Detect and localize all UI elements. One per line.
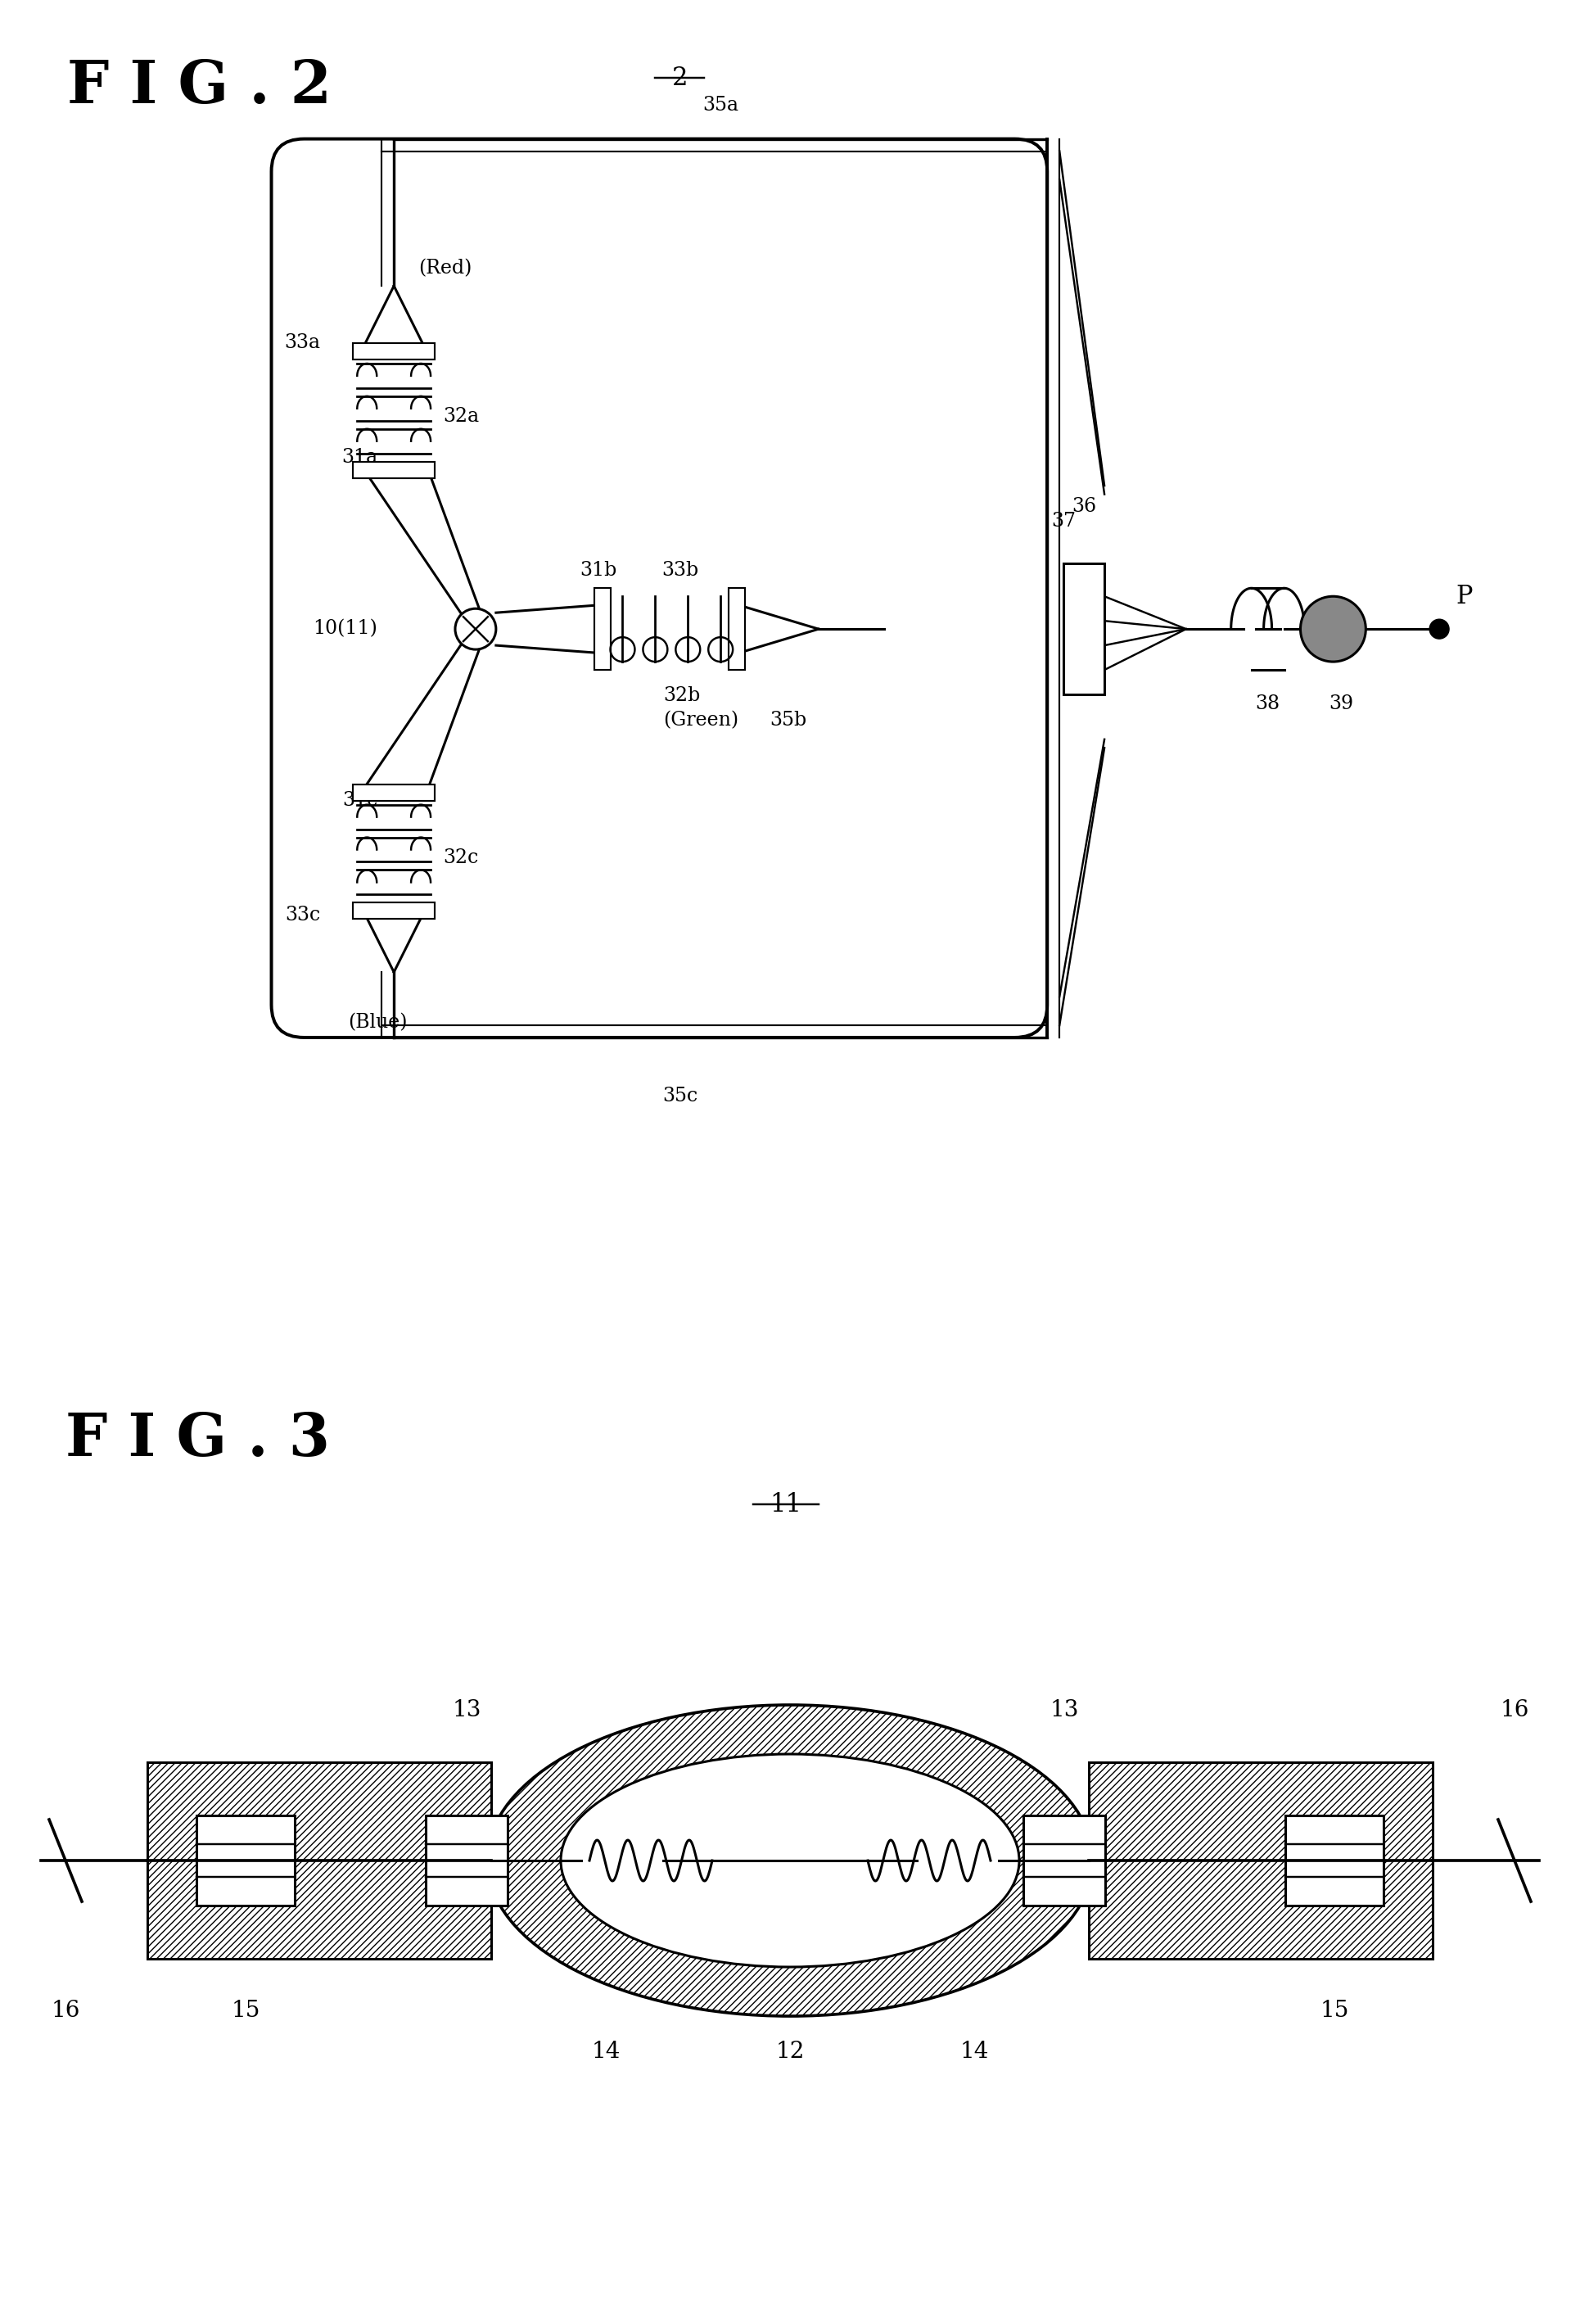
Text: 32a: 32a	[442, 407, 479, 425]
Text: 36: 36	[1071, 497, 1097, 516]
Text: 33c: 33c	[284, 906, 321, 925]
Text: 14: 14	[959, 2040, 989, 2064]
Text: F I G . 3: F I G . 3	[65, 1411, 330, 1469]
Text: 35c: 35c	[662, 1088, 697, 1106]
Text: 15: 15	[1319, 1999, 1349, 2022]
Text: 13: 13	[1049, 1699, 1079, 1722]
Circle shape	[1300, 597, 1365, 662]
Bar	[352, 783, 434, 799]
Text: 31a: 31a	[341, 449, 378, 467]
Text: 32c: 32c	[442, 848, 479, 867]
Text: 16: 16	[1499, 1699, 1529, 1722]
Text: 11: 11	[769, 1492, 803, 1518]
Text: (Blue): (Blue)	[348, 1013, 408, 1032]
Text: 39: 39	[1329, 695, 1354, 713]
Bar	[1024, 1815, 1104, 1906]
Text: 35a: 35a	[703, 95, 738, 114]
Bar	[1063, 565, 1104, 695]
Text: 31c: 31c	[343, 790, 378, 811]
Text: 33b: 33b	[662, 560, 698, 581]
Text: 37: 37	[1051, 511, 1076, 530]
Text: 38: 38	[1256, 695, 1280, 713]
Bar	[352, 462, 434, 479]
Text: 15: 15	[231, 1999, 261, 2022]
Text: 10(11): 10(11)	[313, 621, 378, 639]
Bar	[352, 344, 434, 360]
Text: 16: 16	[51, 1999, 81, 2022]
Text: 13: 13	[452, 1699, 482, 1722]
Bar	[594, 588, 610, 669]
Text: (Red): (Red)	[419, 258, 472, 279]
Text: 2: 2	[672, 65, 687, 91]
Circle shape	[455, 609, 496, 648]
Circle shape	[1430, 618, 1449, 639]
Bar	[1285, 1815, 1384, 1906]
Bar	[425, 1815, 507, 1906]
Bar	[352, 902, 434, 918]
Ellipse shape	[487, 1706, 1093, 2017]
Text: 33a: 33a	[284, 335, 321, 353]
Bar	[196, 1815, 295, 1906]
Bar	[728, 588, 746, 669]
Text: 35b: 35b	[769, 711, 806, 730]
Ellipse shape	[561, 1755, 1019, 1966]
Text: F I G . 2: F I G . 2	[68, 58, 332, 116]
Text: 32b: 32b	[664, 686, 700, 704]
Bar	[1089, 1762, 1433, 1959]
Text: 12: 12	[776, 2040, 804, 2064]
Text: (Green): (Green)	[664, 711, 739, 730]
Bar	[147, 1762, 491, 1959]
Text: 31b: 31b	[580, 560, 616, 581]
Text: P: P	[1455, 583, 1473, 609]
Text: 14: 14	[591, 2040, 621, 2064]
